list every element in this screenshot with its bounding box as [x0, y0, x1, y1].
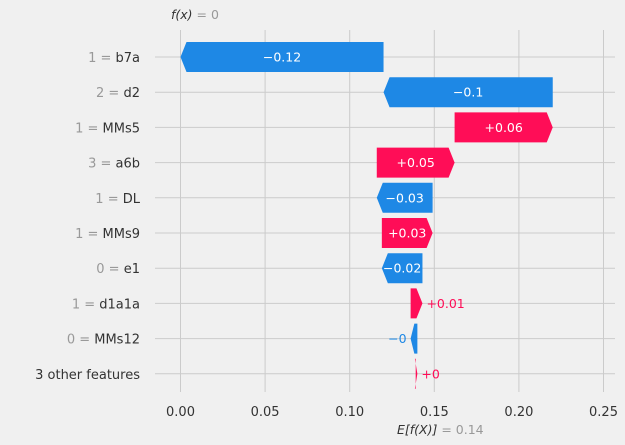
fx-name: f(x): [171, 7, 193, 22]
feature-value: 1 =: [95, 192, 122, 207]
bar-value-label: +0.03: [388, 226, 426, 241]
bars: −0.12 −0.1 +0.06 +0.05 −0.03 +0.03 −0.02 +0.01 −…: [180, 42, 553, 389]
waterfall-bar: [381, 253, 423, 284]
feature-label: 0 = MMs12: [67, 333, 140, 348]
x-tick-label: 0.20: [504, 405, 533, 420]
feature-value: 0 =: [96, 262, 123, 277]
bar-value-label: +0: [421, 366, 439, 381]
feature-name: DL: [123, 192, 141, 207]
x-tick-label: 0.15: [420, 405, 449, 420]
fx-value: 0: [211, 7, 219, 22]
bar-value-label: −0.1: [453, 85, 483, 100]
waterfall-bar: [381, 218, 433, 248]
feature-label: 3 other features: [35, 368, 140, 383]
feature-name: e1: [124, 262, 140, 277]
feature-label: 1 = b7a: [88, 51, 140, 66]
bar-value-label: −0.03: [386, 190, 424, 205]
feature-name: 3 other features: [35, 368, 140, 383]
feature-label: 0 = e1: [96, 262, 140, 277]
feature-value: 1 =: [72, 297, 99, 312]
feature-label: 3 = a6b: [88, 157, 140, 172]
feature-name: d2: [123, 86, 140, 101]
bar-value-label: −0.12: [263, 50, 301, 65]
feature-name: d1a1a: [99, 297, 140, 312]
feature-label: 1 = d1a1a: [72, 297, 140, 312]
bar-value-label: +0.05: [397, 155, 435, 170]
ex-name: E[f(X)]: [397, 422, 437, 437]
feature-value: 0 =: [67, 333, 94, 348]
waterfall-bar: [383, 77, 553, 108]
expected-value-label: E[f(X)] = 0.14: [397, 422, 484, 437]
fx-eq: =: [193, 7, 211, 22]
waterfall-bar: [454, 112, 553, 143]
waterfall-bar: [376, 147, 455, 178]
fx-label: f(x) = 0: [171, 7, 219, 22]
feature-value: 1 =: [88, 51, 115, 66]
feature-value: 2 =: [96, 86, 123, 101]
waterfall-bar: [180, 42, 384, 72]
waterfall-bar: [410, 288, 423, 319]
x-tick-label: 0.25: [589, 405, 618, 420]
x-axis-ticks: 0.00 0.05 0.10 0.15 0.20 0.25: [166, 405, 618, 420]
bar-value-label: −0: [388, 331, 406, 346]
feature-label: 1 = MMs9: [75, 227, 140, 242]
feature-label: 1 = DL: [95, 192, 140, 207]
feature-name: MMs9: [103, 227, 140, 242]
waterfall-bar: [414, 358, 418, 389]
feature-label: 1 = MMs5: [75, 121, 140, 136]
x-tick-label: 0.05: [251, 405, 280, 420]
x-tick-label: 0.10: [335, 405, 364, 420]
feature-name: b7a: [116, 51, 141, 66]
feature-value: 1 =: [75, 227, 102, 242]
feature-name: MMs12: [94, 333, 140, 348]
feature-label: 2 = d2: [96, 86, 140, 101]
feature-value: 1 =: [75, 121, 102, 136]
waterfall-bar: [410, 323, 418, 354]
feature-name: MMs5: [103, 121, 140, 136]
x-tick-label: 0.00: [166, 405, 195, 420]
feature-value: 3 =: [88, 157, 115, 172]
ex-eq: =: [437, 422, 455, 437]
waterfall-bar: [376, 182, 433, 213]
bar-value-label: +0.01: [426, 296, 464, 311]
bar-value-label: +0.06: [485, 120, 523, 135]
bar-value-label: −0.02: [383, 261, 421, 276]
feature-name: a6b: [116, 157, 141, 172]
ex-value: 0.14: [456, 422, 484, 437]
